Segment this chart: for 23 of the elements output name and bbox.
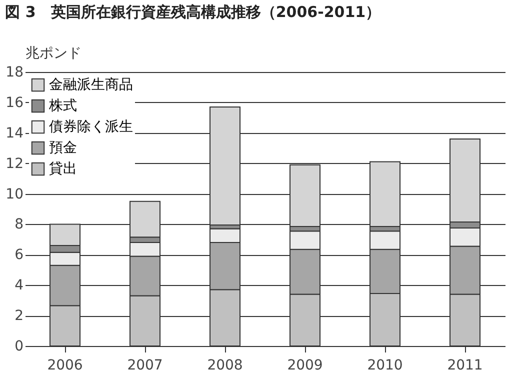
- x-tick-label: 2007: [127, 358, 163, 374]
- legend-label: 株式: [48, 98, 77, 114]
- y-tick-label: 2: [14, 308, 24, 324]
- legend-label: 預金: [49, 140, 77, 156]
- legend-label: 貸出: [49, 161, 77, 177]
- y-tick-label: 16: [6, 94, 24, 111]
- x-tick-label: 2010: [367, 358, 403, 374]
- x-tick-label: 2008: [207, 358, 243, 374]
- y-tick-label: 14: [6, 125, 24, 142]
- chart-title: 図 3 英国所在銀行資産残高構成推移（2006-2011）: [5, 3, 381, 21]
- x-tick-label: 2009: [287, 358, 323, 374]
- x-tick-label: 2006: [47, 358, 83, 374]
- y-tick-label: 4: [14, 278, 24, 294]
- legend-label: 金融派生商品: [49, 77, 133, 93]
- legend-label: 債券除く派生: [49, 119, 133, 135]
- x-tick-label: 2011: [447, 358, 483, 374]
- y-tick-label: 10: [6, 186, 24, 202]
- y-tick-label: 8: [14, 216, 24, 233]
- y-tick-label: 18: [6, 64, 24, 80]
- y-tick-label: 6: [14, 247, 24, 264]
- y-tick-label: 0: [14, 338, 24, 354]
- y-tick-label: 12: [6, 156, 24, 172]
- y-axis-title: 兆ポンド: [26, 46, 82, 62]
